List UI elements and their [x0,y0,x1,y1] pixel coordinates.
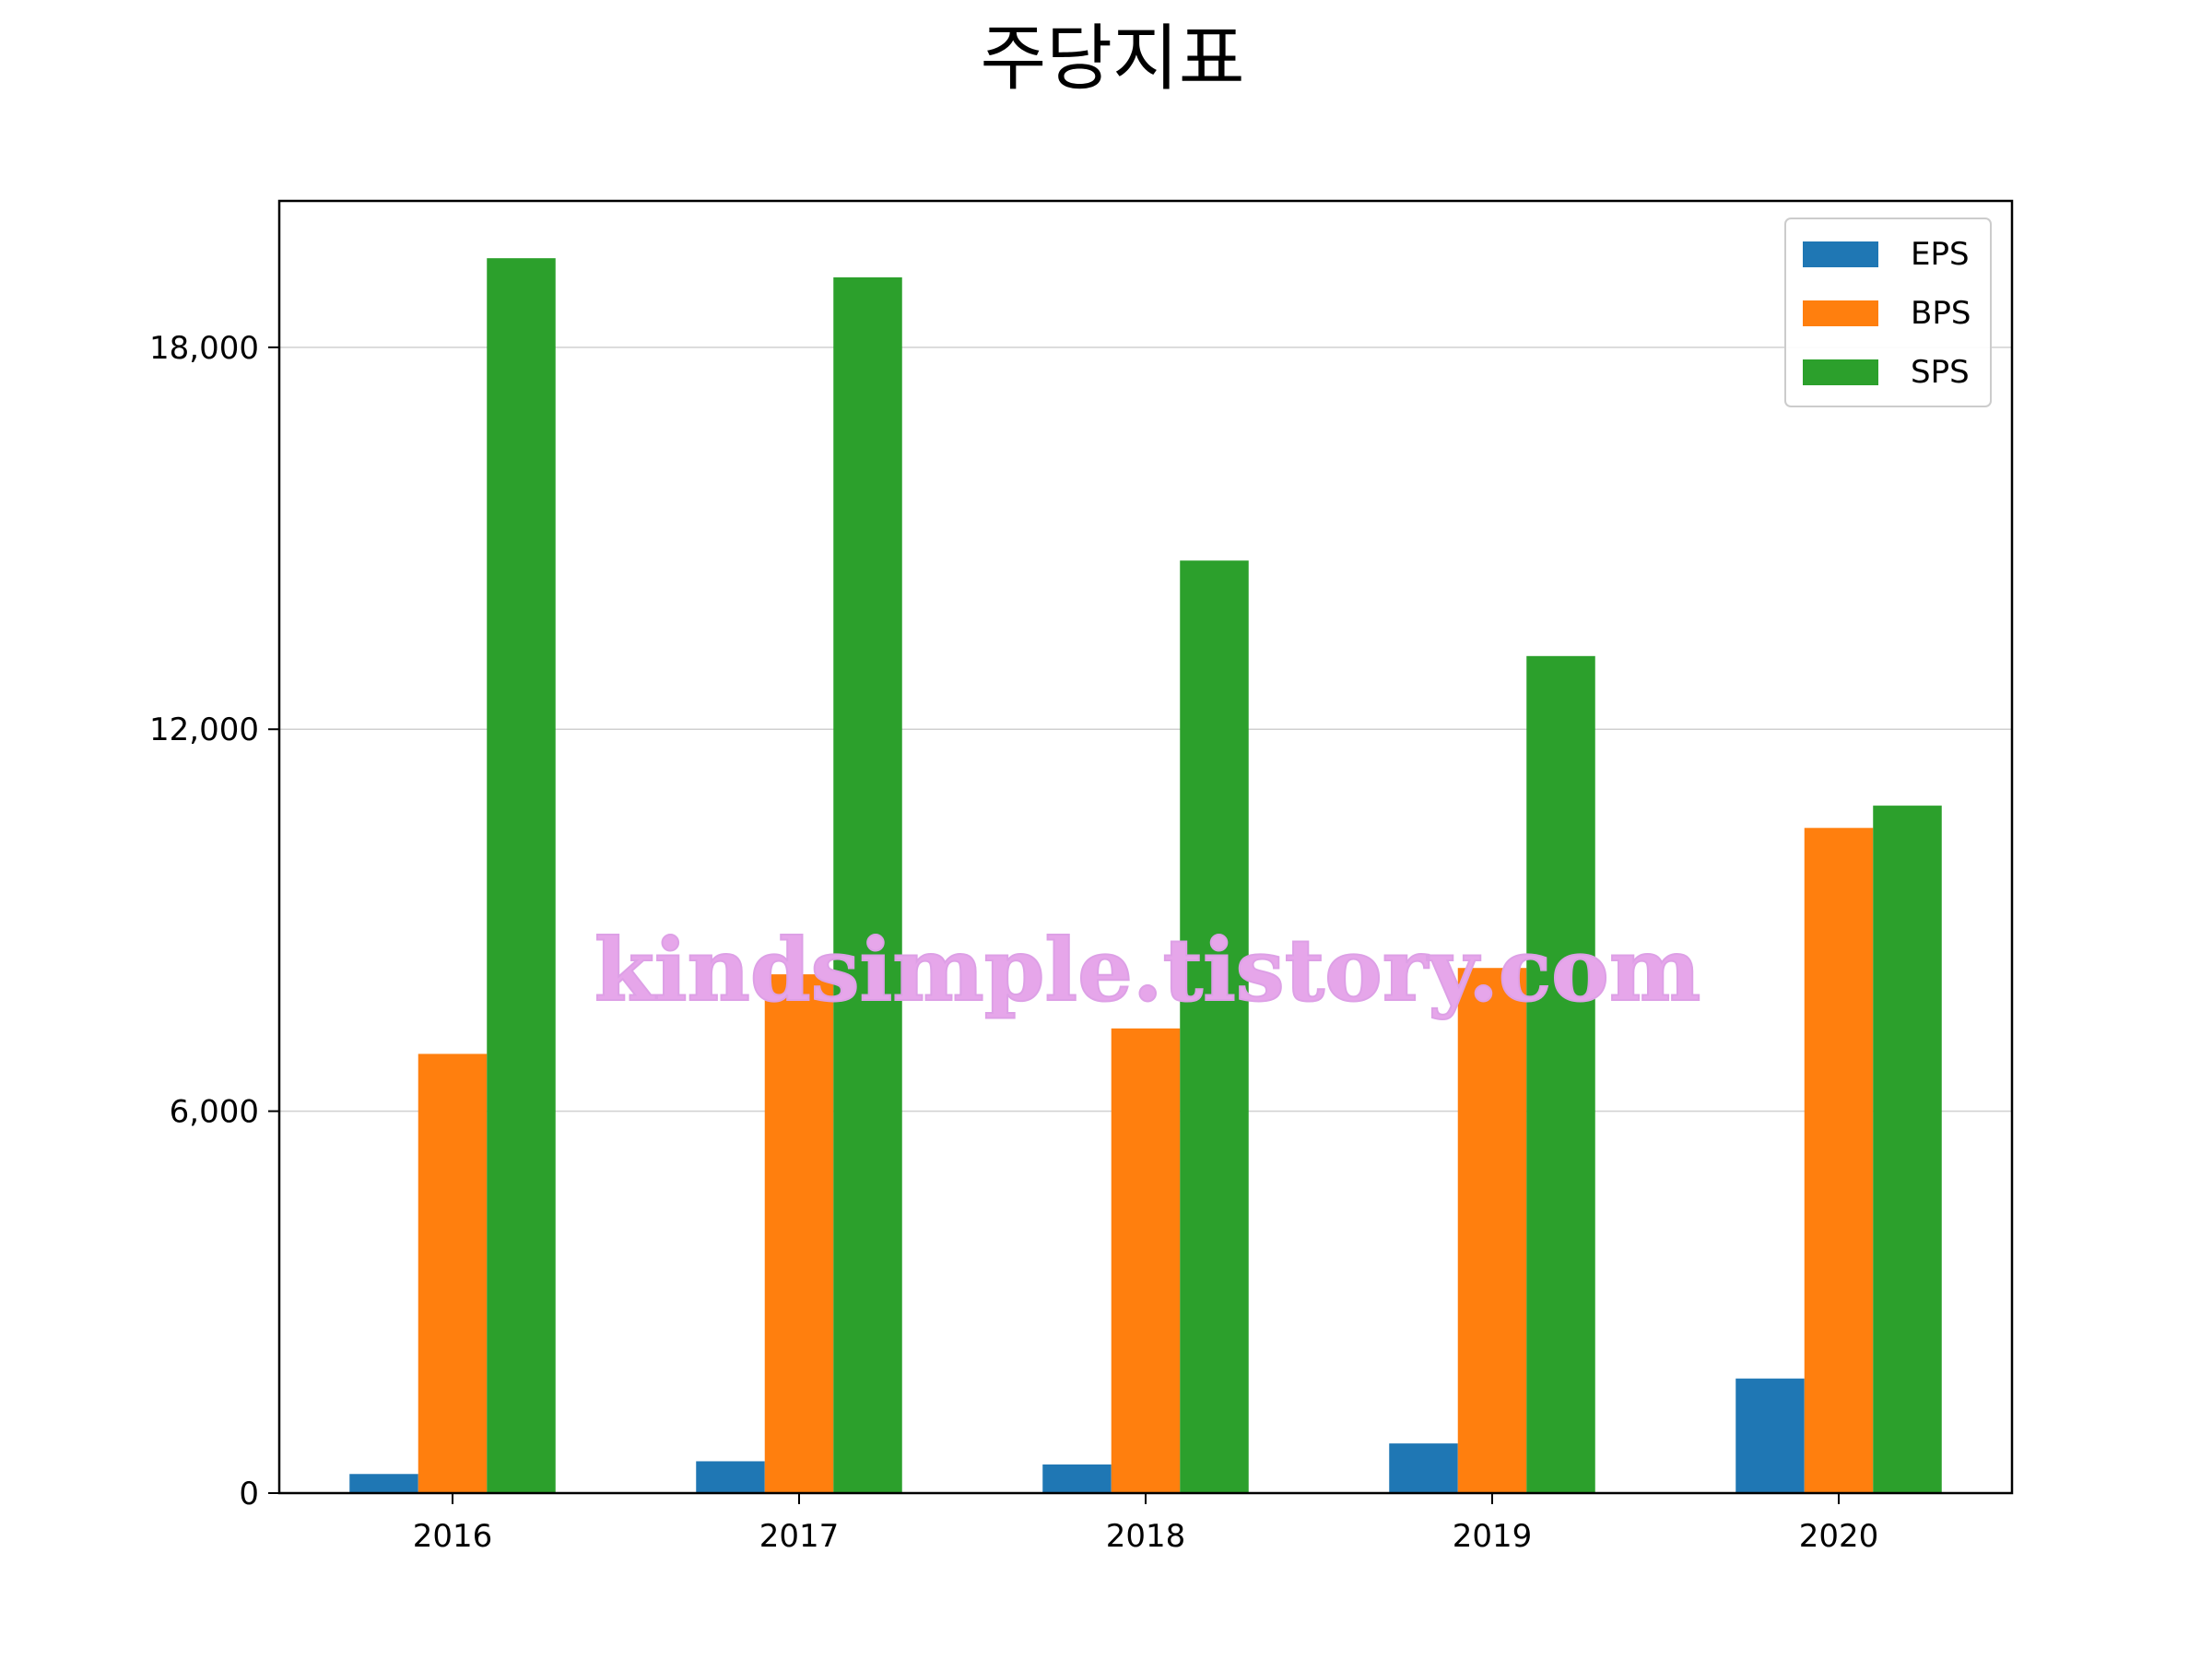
bar-bps-2017 [764,974,834,1493]
legend-label-eps: EPS [1911,236,1970,273]
bar-sps-2018 [1180,560,1249,1493]
legend-swatch-bps [1803,300,1878,326]
y-tick-label-18000: 18,000 [149,330,259,367]
x-tick-label-2017: 2017 [759,1518,840,1555]
legend-swatch-eps [1803,241,1878,267]
bar-sps-2020 [1873,806,1942,1493]
bars [349,258,1942,1494]
x-tick-label-2018: 2018 [1106,1518,1186,1555]
y-tick-label-12000: 12,000 [149,712,259,748]
bar-eps-2017 [696,1461,765,1493]
x-tick-label-2020: 2020 [1799,1518,1879,1555]
watermark: kindsimple.tistory.com [594,920,1701,1021]
chart-title: 주당지표 [980,18,1244,100]
legend-label-bps: BPS [1911,295,1971,332]
bar-bps-2020 [1804,828,1874,1493]
y-tick-label-6000: 6,000 [170,1094,259,1131]
bar-bps-2018 [1111,1028,1181,1493]
x-tick-label-2016: 2016 [413,1518,493,1555]
bar-sps-2019 [1526,655,1595,1493]
x-axis: 2016 2017 2018 2019 2020 [413,1493,1879,1555]
legend: EPS BPS SPS [1784,218,1992,407]
y-axis: 0 6,000 12,000 18,000 [149,330,279,1512]
legend-swatch-sps [1803,359,1878,385]
bar-eps-2019 [1389,1443,1458,1493]
x-tick-label-2019: 2019 [1453,1518,1533,1555]
bar-eps-2018 [1042,1464,1112,1493]
bar-eps-2020 [1735,1378,1805,1493]
legend-label-sps: SPS [1911,354,1970,391]
bar-sps-2016 [487,258,556,1494]
bar-bps-2019 [1457,968,1527,1493]
y-tick-label-0: 0 [239,1476,259,1512]
bar-sps-2017 [833,276,902,1494]
bar-bps-2016 [418,1053,488,1493]
bar-eps-2016 [349,1474,418,1493]
